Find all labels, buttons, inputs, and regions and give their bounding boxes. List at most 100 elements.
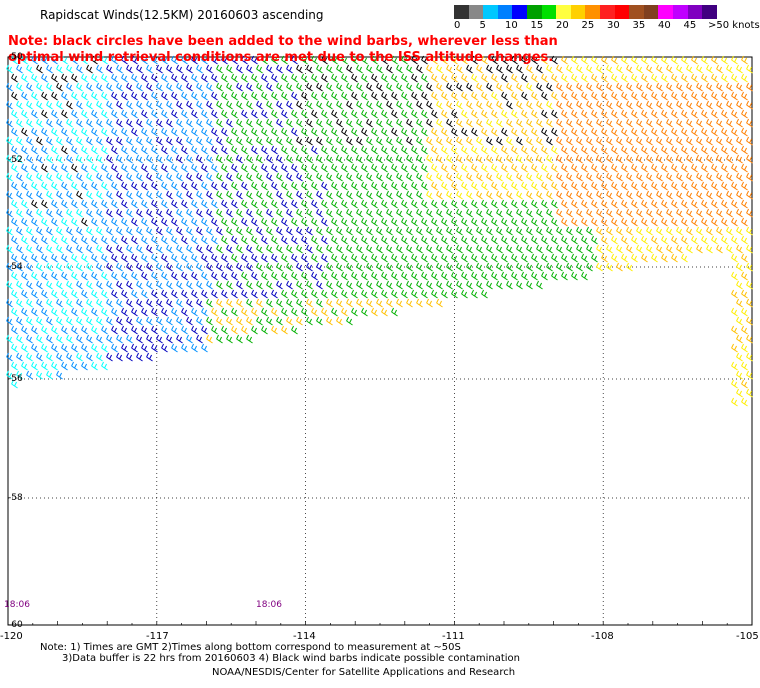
wind-barb <box>81 253 88 263</box>
wind-barb <box>236 280 243 290</box>
wind-barb <box>166 226 173 236</box>
wind-barb <box>661 55 668 65</box>
wind-barb <box>86 226 93 236</box>
wind-barb <box>306 298 313 308</box>
wind-barb <box>296 262 303 272</box>
wind-barb <box>41 217 48 227</box>
wind-barb <box>461 181 468 191</box>
wind-barb <box>436 118 443 128</box>
wind-barb <box>16 208 23 218</box>
wind-barb <box>436 280 443 290</box>
wind-barb <box>266 208 273 218</box>
wind-barb <box>401 55 408 65</box>
wind-barb <box>161 91 168 101</box>
wind-barb <box>201 55 208 65</box>
wind-barb <box>26 370 33 380</box>
wind-barb <box>126 280 133 290</box>
wind-barb <box>56 100 63 110</box>
wind-barb <box>221 55 228 65</box>
wind-barb <box>411 217 418 227</box>
wind-barb <box>486 118 493 128</box>
wind-barb <box>246 190 253 200</box>
wind-barb <box>481 271 488 281</box>
wind-barb <box>206 118 213 128</box>
wind-barb <box>321 307 328 317</box>
wind-barb <box>726 118 733 128</box>
wind-barb <box>396 82 403 92</box>
wind-barb <box>671 181 678 191</box>
wind-barb <box>611 127 618 137</box>
wind-barb <box>71 73 78 83</box>
wind-barb <box>566 100 573 110</box>
wind-barb <box>611 235 618 245</box>
wind-barb <box>16 352 23 362</box>
wind-barb <box>561 199 568 209</box>
wind-barb <box>646 154 653 164</box>
wind-barb <box>351 289 358 299</box>
wind-barb <box>581 73 588 83</box>
wind-barb <box>156 316 163 326</box>
wind-barb <box>696 172 703 182</box>
wind-barb <box>211 253 218 263</box>
wind-barb <box>31 325 38 335</box>
wind-barb <box>81 199 88 209</box>
wind-barb <box>441 235 448 245</box>
wind-barb <box>21 181 28 191</box>
wind-barb <box>241 307 248 317</box>
wind-barb <box>621 199 628 209</box>
wind-barb <box>356 244 363 254</box>
wind-barb <box>631 181 638 191</box>
wind-barb <box>626 244 633 254</box>
wind-barb <box>671 199 678 209</box>
wind-barb <box>161 307 168 317</box>
wind-barb <box>566 136 573 146</box>
wind-barb <box>121 73 128 83</box>
wind-barb <box>736 118 743 128</box>
wind-barb <box>386 100 393 110</box>
wind-barb <box>401 199 408 209</box>
wind-barb <box>396 100 403 110</box>
wind-barb <box>461 199 468 209</box>
wind-barb <box>246 172 253 182</box>
wind-barb <box>566 82 573 92</box>
wind-barb <box>741 91 748 101</box>
wind-barb <box>531 199 538 209</box>
wind-barb <box>11 109 18 119</box>
wind-barb <box>526 190 533 200</box>
wind-barb <box>231 73 238 83</box>
wind-barb <box>746 172 753 182</box>
wind-barb <box>66 64 73 74</box>
wind-barb <box>336 262 343 272</box>
wind-barb <box>71 217 78 227</box>
wind-barb <box>481 127 488 137</box>
wind-barb <box>541 55 548 65</box>
wind-barb <box>736 370 743 380</box>
wind-barb <box>591 127 598 137</box>
wind-barb <box>131 217 138 227</box>
wind-barb <box>21 235 28 245</box>
wind-barb <box>271 109 278 119</box>
wind-barb <box>701 235 708 245</box>
wind-barb <box>461 127 468 137</box>
wind-barb <box>236 226 243 236</box>
wind-barb <box>601 217 608 227</box>
wind-barb <box>606 208 613 218</box>
wind-barb <box>486 208 493 218</box>
wind-barb <box>321 73 328 83</box>
wind-barb <box>276 100 283 110</box>
wind-barb <box>361 199 368 209</box>
wind-barb <box>721 235 728 245</box>
wind-barb <box>556 136 563 146</box>
wind-barb <box>281 91 288 101</box>
wind-barb <box>296 136 303 146</box>
wind-barb <box>296 298 303 308</box>
wind-barb <box>371 199 378 209</box>
wind-barb <box>176 226 183 236</box>
wind-barb <box>636 118 643 128</box>
wind-barb <box>731 397 738 407</box>
wind-barb <box>306 100 313 110</box>
wind-barb <box>356 64 363 74</box>
wind-barb <box>251 199 258 209</box>
wind-barb <box>666 208 673 218</box>
wind-barb <box>371 217 378 227</box>
